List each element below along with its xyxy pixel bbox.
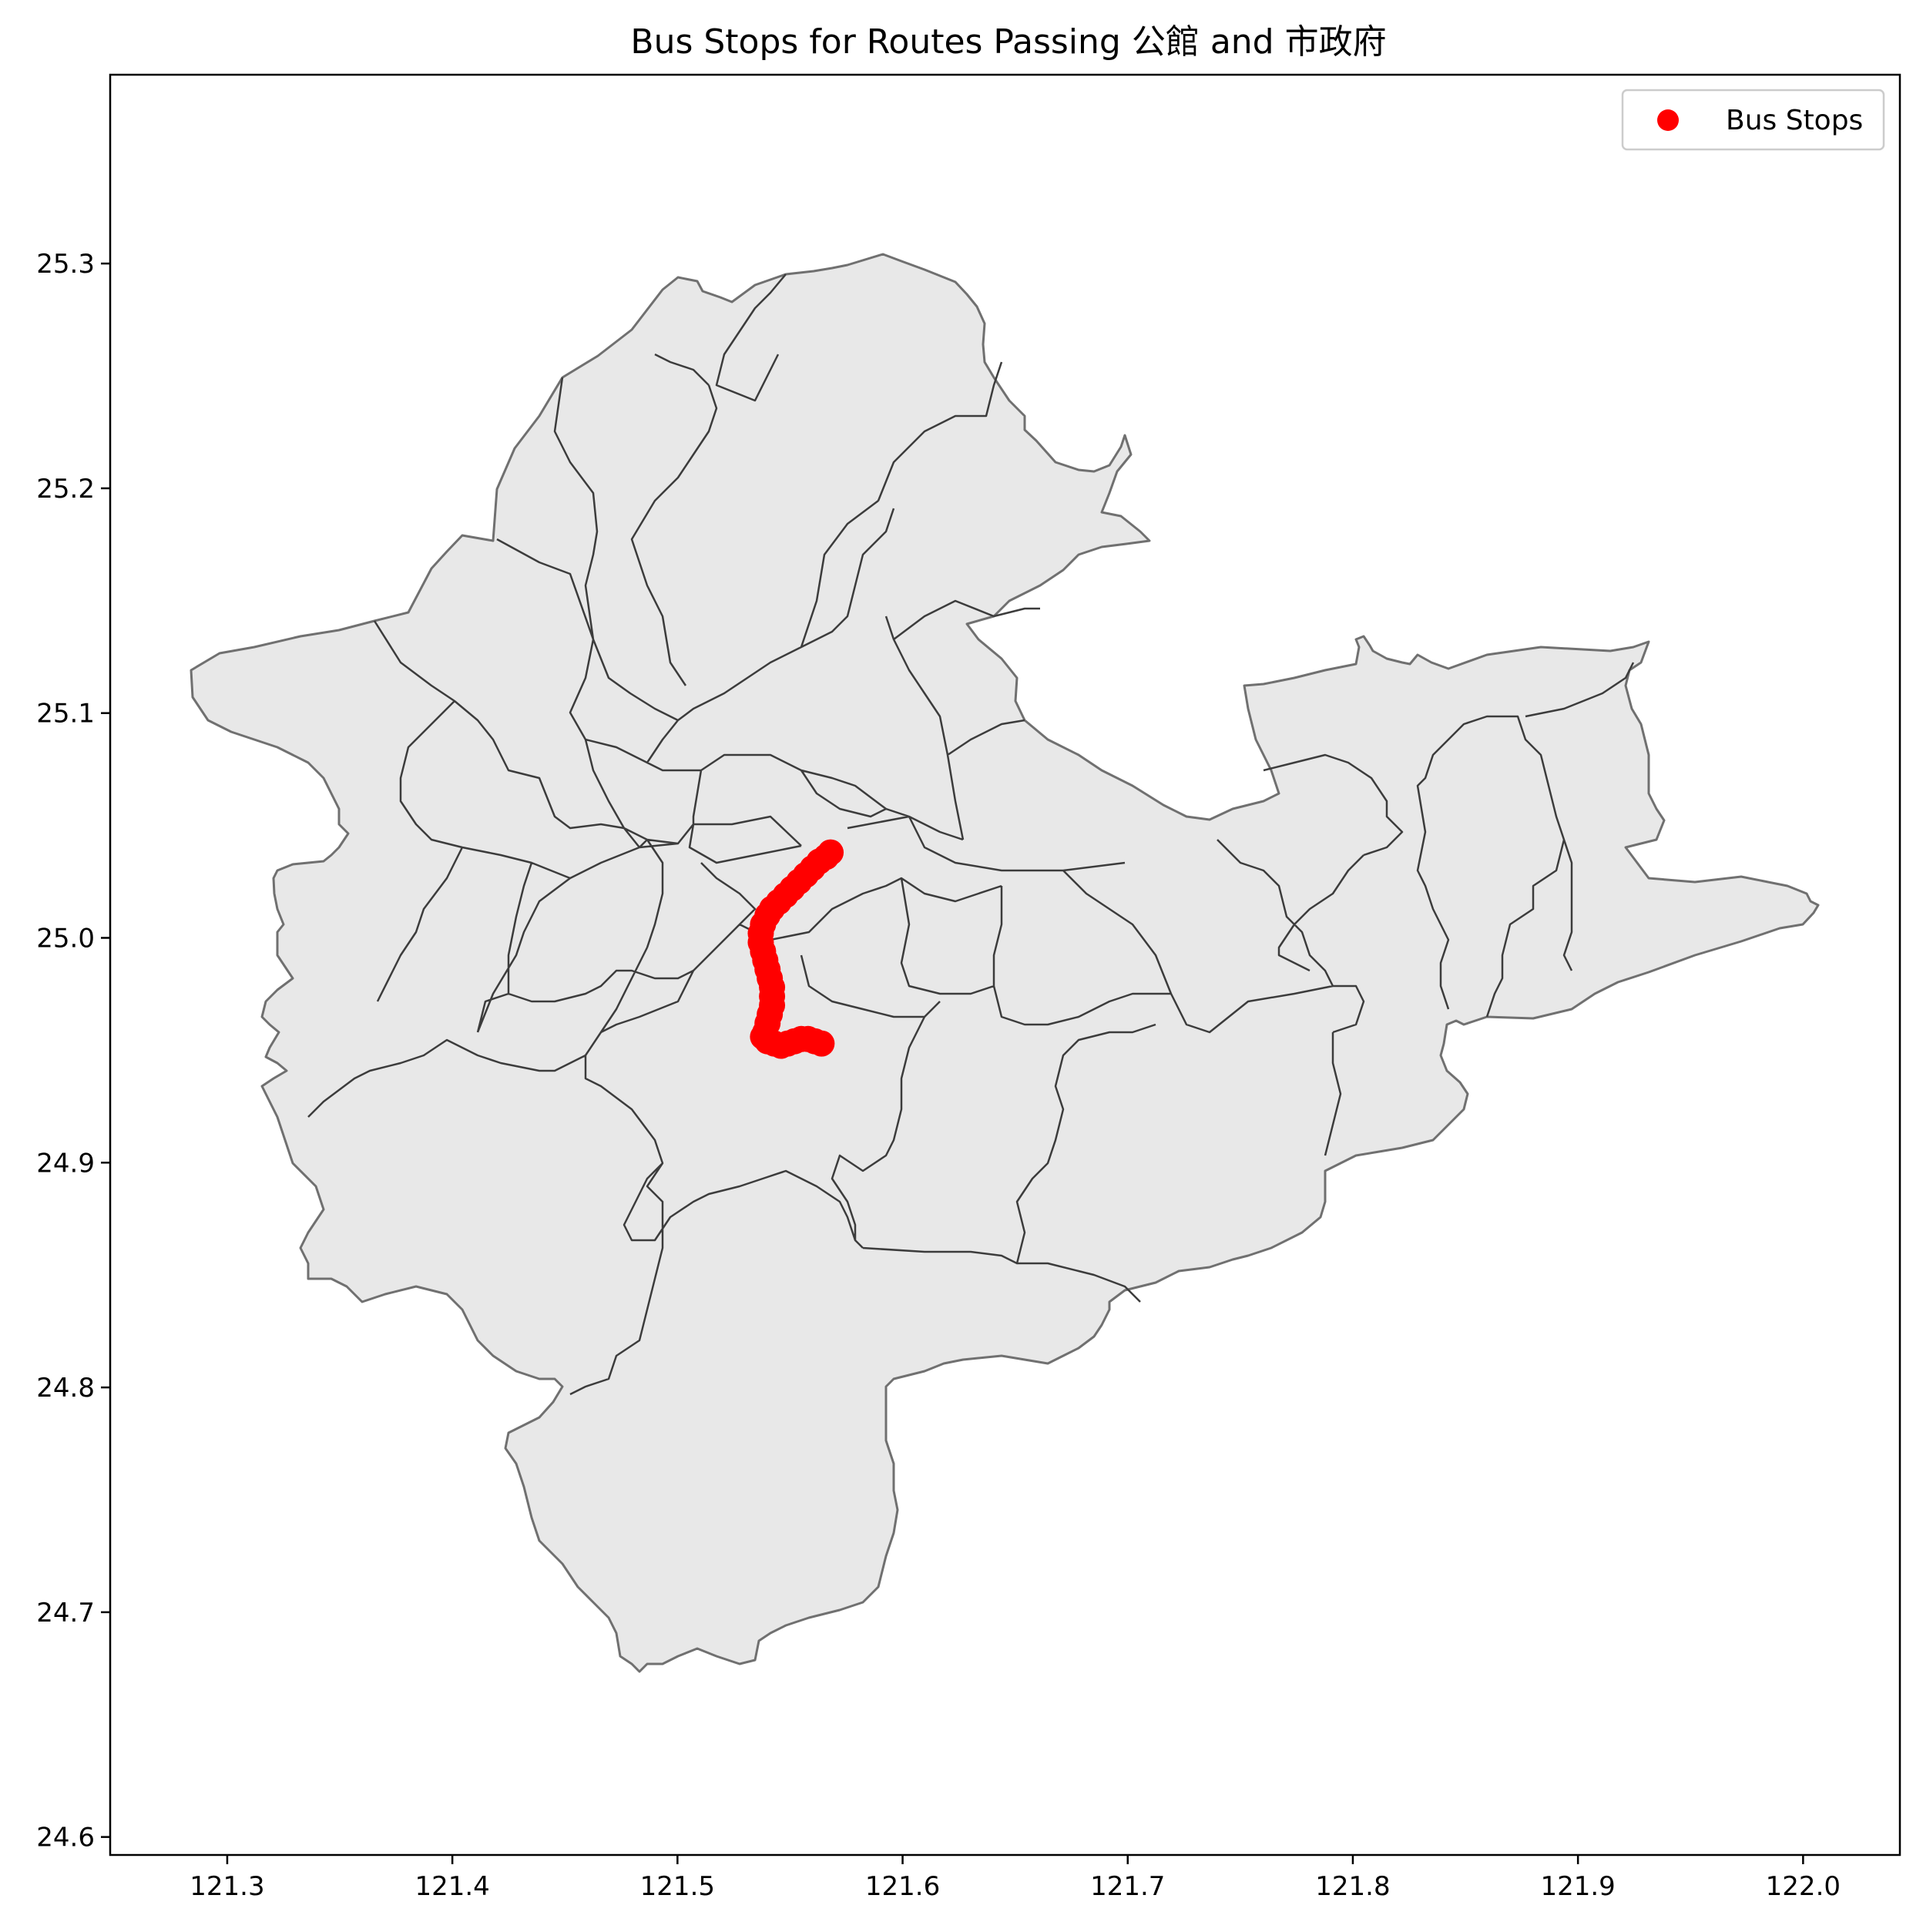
x-tick-label: 121.4 xyxy=(414,1871,489,1902)
district-boundaries xyxy=(307,273,1635,1396)
bus-stop-points xyxy=(747,839,844,1059)
y-tick-label: 25.0 xyxy=(36,923,95,954)
y-tick-label: 25.1 xyxy=(36,699,95,730)
chart-title: Bus Stops for Routes Passing 公館 and 市政府 xyxy=(630,22,1386,62)
x-tick-label: 122.0 xyxy=(1766,1871,1841,1902)
legend-box xyxy=(1621,89,1885,151)
y-tick-label: 24.9 xyxy=(36,1148,95,1179)
x-axis: 121.3 121.4 121.5 121.6 121.7 121.8 121.9 122.0 xyxy=(190,1855,1841,1902)
x-tick-label: 121.9 xyxy=(1540,1871,1615,1902)
y-tick-label: 24.8 xyxy=(36,1373,95,1404)
x-tick-label: 121.5 xyxy=(640,1871,715,1902)
legend-marker xyxy=(1657,109,1679,131)
y-tick-label: 24.6 xyxy=(36,1823,95,1853)
x-tick-label: 121.3 xyxy=(190,1871,264,1902)
basemap xyxy=(190,253,1820,1673)
y-tick-label: 25.2 xyxy=(36,474,95,505)
y-tick-label: 25.3 xyxy=(36,249,95,280)
x-tick-label: 121.8 xyxy=(1315,1871,1390,1902)
y-tick-label: 24.7 xyxy=(36,1598,95,1628)
x-tick-label: 121.7 xyxy=(1090,1871,1165,1902)
legend-label-bus-stops: Bus Stops xyxy=(1726,105,1863,136)
legend: Bus Stops xyxy=(1621,89,1885,151)
bus-stop-point xyxy=(808,1030,835,1057)
y-axis: 24.6 24.7 24.8 24.9 25.0 25.1 25.2 25.3 xyxy=(36,249,110,1853)
x-tick-label: 121.6 xyxy=(865,1871,940,1902)
region-outline xyxy=(190,253,1820,1673)
